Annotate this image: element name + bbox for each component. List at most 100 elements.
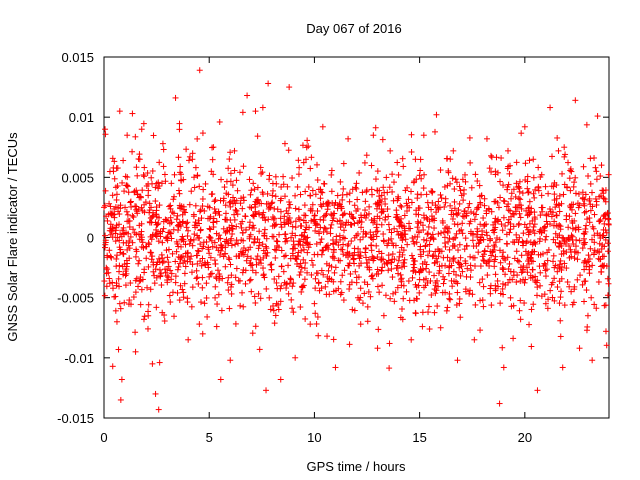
scatter-point <box>113 196 120 203</box>
scatter-point <box>209 156 216 163</box>
scatter-point <box>257 295 264 302</box>
scatter-point <box>521 279 528 286</box>
scatter-point <box>274 238 281 245</box>
scatter-point <box>562 240 569 247</box>
scatter-point <box>481 195 488 202</box>
scatter-point <box>348 279 355 286</box>
scatter-point <box>341 267 348 274</box>
scatter-point <box>567 167 574 174</box>
scatter-point <box>232 320 239 327</box>
scatter-point <box>530 174 537 181</box>
scatter-point <box>486 257 493 264</box>
scatter-point <box>192 164 199 171</box>
scatter-point <box>604 210 611 217</box>
scatter-point <box>391 256 398 263</box>
scatter-point <box>568 288 575 295</box>
scatter-point <box>398 203 405 210</box>
scatter-point <box>314 208 321 215</box>
scatter-point <box>566 243 573 250</box>
scatter-point <box>275 273 282 280</box>
scatter-point <box>464 265 471 272</box>
scatter-point <box>513 159 520 166</box>
scatter-point <box>346 198 353 205</box>
scatter-point <box>144 325 151 332</box>
scatter-point <box>217 376 224 383</box>
scatter-point <box>307 192 314 199</box>
scatter-point <box>188 253 195 260</box>
scatter-point <box>340 297 347 304</box>
scatter-point <box>379 136 386 143</box>
scatter-point <box>277 208 284 215</box>
scatter-point <box>456 227 463 234</box>
scatter-point <box>401 256 408 263</box>
scatter-point <box>461 171 468 178</box>
scatter-point <box>259 104 266 111</box>
scatter-point <box>324 333 331 340</box>
scatter-point <box>265 216 272 223</box>
scatter-point <box>287 255 294 262</box>
scatter-point <box>369 272 376 279</box>
scatter-point <box>542 261 549 268</box>
scatter-point <box>430 252 437 259</box>
scatter-point <box>219 244 226 251</box>
scatter-point <box>313 240 320 247</box>
scatter-point <box>191 184 198 191</box>
scatter-point <box>270 216 277 223</box>
scatter-point <box>372 200 379 207</box>
scatter-point <box>389 171 396 178</box>
scatter-point <box>379 282 386 289</box>
scatter-point <box>113 255 120 262</box>
scatter-point <box>216 271 223 278</box>
scatter-point <box>447 202 454 209</box>
scatter-point <box>505 207 512 214</box>
scatter-point <box>598 245 605 252</box>
scatter-point <box>397 271 404 278</box>
scatter-point <box>221 184 228 191</box>
scatter-point <box>301 233 308 240</box>
scatter-point <box>574 256 581 263</box>
scatter-point <box>119 179 126 186</box>
scatter-point <box>193 275 200 282</box>
scatter-point <box>106 200 113 207</box>
scatter-point <box>366 203 373 210</box>
scatter-point <box>419 266 426 273</box>
scatter-point <box>288 296 295 303</box>
scatter-point <box>560 191 567 198</box>
scatter-point <box>263 200 270 207</box>
scatter-point <box>328 188 335 195</box>
scatter-point <box>177 282 184 289</box>
scatter-point <box>127 280 134 287</box>
scatter-point <box>550 258 557 265</box>
scatter-point <box>554 223 561 230</box>
scatter-point <box>592 164 599 171</box>
scatter-point <box>570 201 577 208</box>
scatter-point <box>136 257 143 264</box>
scatter-point <box>270 307 277 314</box>
scatter-point <box>309 187 316 194</box>
scatter-point <box>269 199 276 206</box>
scatter-point <box>436 248 443 255</box>
scatter-point <box>585 172 592 179</box>
scatter-point <box>304 269 311 276</box>
scatter-point <box>217 251 224 258</box>
scatter-point <box>173 248 180 255</box>
scatter-point <box>170 196 177 203</box>
scatter-point <box>394 262 401 269</box>
scatter-point <box>528 343 535 350</box>
scatter-point <box>209 190 216 197</box>
scatter-point <box>285 218 292 225</box>
scatter-point <box>238 224 245 231</box>
scatter-point <box>204 259 211 266</box>
scatter-point <box>479 253 486 260</box>
scatter-point <box>278 282 285 289</box>
scatter-point <box>466 220 473 227</box>
scatter-point <box>261 214 268 221</box>
scatter-point <box>542 300 549 307</box>
scatter-point <box>165 246 172 253</box>
scatter-point <box>157 273 164 280</box>
scatter-point <box>445 270 452 277</box>
scatter-point <box>138 286 145 293</box>
scatter-point <box>405 278 412 285</box>
scatter-point <box>328 211 335 218</box>
scatter-point <box>591 247 598 254</box>
